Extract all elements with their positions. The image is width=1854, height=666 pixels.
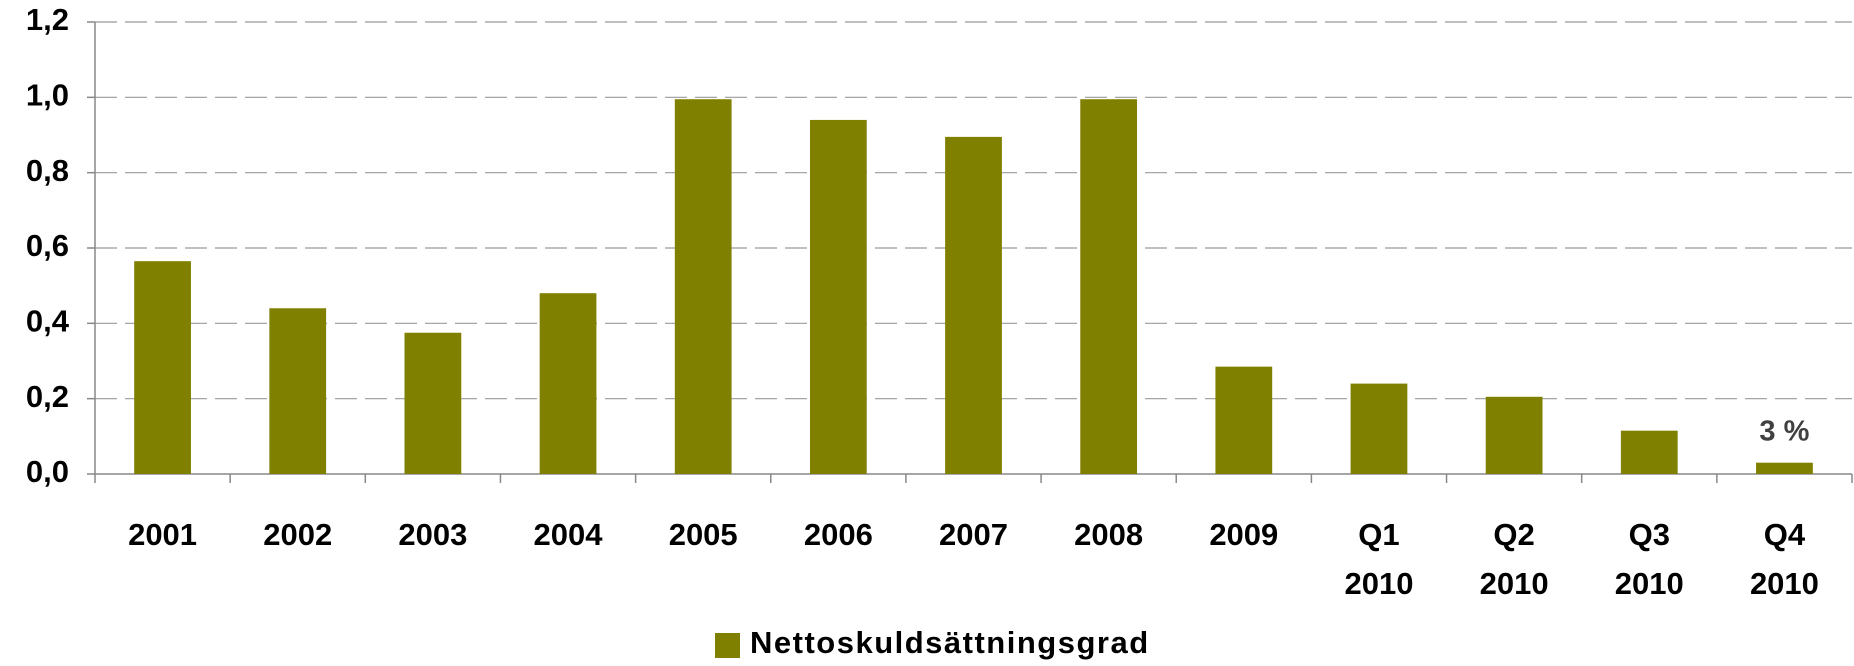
bar xyxy=(1756,462,1813,474)
x-tick-label-line: Q1 xyxy=(1358,517,1399,552)
y-tick-label: 1,0 xyxy=(26,78,69,113)
x-tick-label: 2002 xyxy=(263,517,332,552)
bar xyxy=(1080,99,1138,474)
bar xyxy=(674,99,732,474)
x-tick-label: 2008 xyxy=(1074,517,1143,552)
x-tick-label: 2009 xyxy=(1209,517,1278,552)
data-label: 3 % xyxy=(1759,415,1809,447)
y-tick-label: 1,2 xyxy=(26,2,69,37)
bar xyxy=(945,136,1002,474)
x-tick-label: Q1 2010 xyxy=(1344,517,1413,601)
y-tick-label: 0,4 xyxy=(26,304,70,339)
legend-swatch xyxy=(715,633,740,658)
bar xyxy=(134,261,191,474)
y-tick-label: 0,8 xyxy=(26,153,69,188)
bar xyxy=(1215,366,1273,474)
y-tick-label: 0,2 xyxy=(26,379,69,414)
y-tick-label: 0,6 xyxy=(26,228,69,263)
x-tick-label-line: 2010 xyxy=(1750,566,1819,601)
bar xyxy=(1485,396,1543,474)
bar xyxy=(404,332,462,474)
bar xyxy=(269,308,327,474)
x-tick-label-line: Q4 xyxy=(1764,517,1806,552)
x-tick-label: 2006 xyxy=(804,517,873,552)
bar xyxy=(1350,383,1408,474)
bar xyxy=(809,119,867,474)
x-tick-label: Q3 2010 xyxy=(1615,517,1684,601)
legend-label: Nettoskuldsättningsgrad xyxy=(750,625,1150,660)
x-tick-label: 2005 xyxy=(669,517,738,552)
x-tick-label-line: 2010 xyxy=(1344,566,1413,601)
x-tick-label: 2003 xyxy=(398,517,467,552)
x-tick-label-line: Q3 xyxy=(1629,517,1670,552)
bar xyxy=(539,293,597,474)
x-tick-label-line: 2010 xyxy=(1615,566,1684,601)
y-tick-label: 0,0 xyxy=(26,454,69,489)
bar xyxy=(1620,430,1678,474)
x-tick-label: 2004 xyxy=(534,517,604,552)
x-tick-label: 2001 xyxy=(128,517,197,552)
x-tick-label: 2007 xyxy=(939,517,1008,552)
x-tick-label: Q4 2010 xyxy=(1750,517,1819,601)
x-tick-label-line: 2010 xyxy=(1480,566,1549,601)
x-tick-label: Q2 2010 xyxy=(1480,517,1549,601)
x-tick-label-line: Q2 xyxy=(1493,517,1534,552)
